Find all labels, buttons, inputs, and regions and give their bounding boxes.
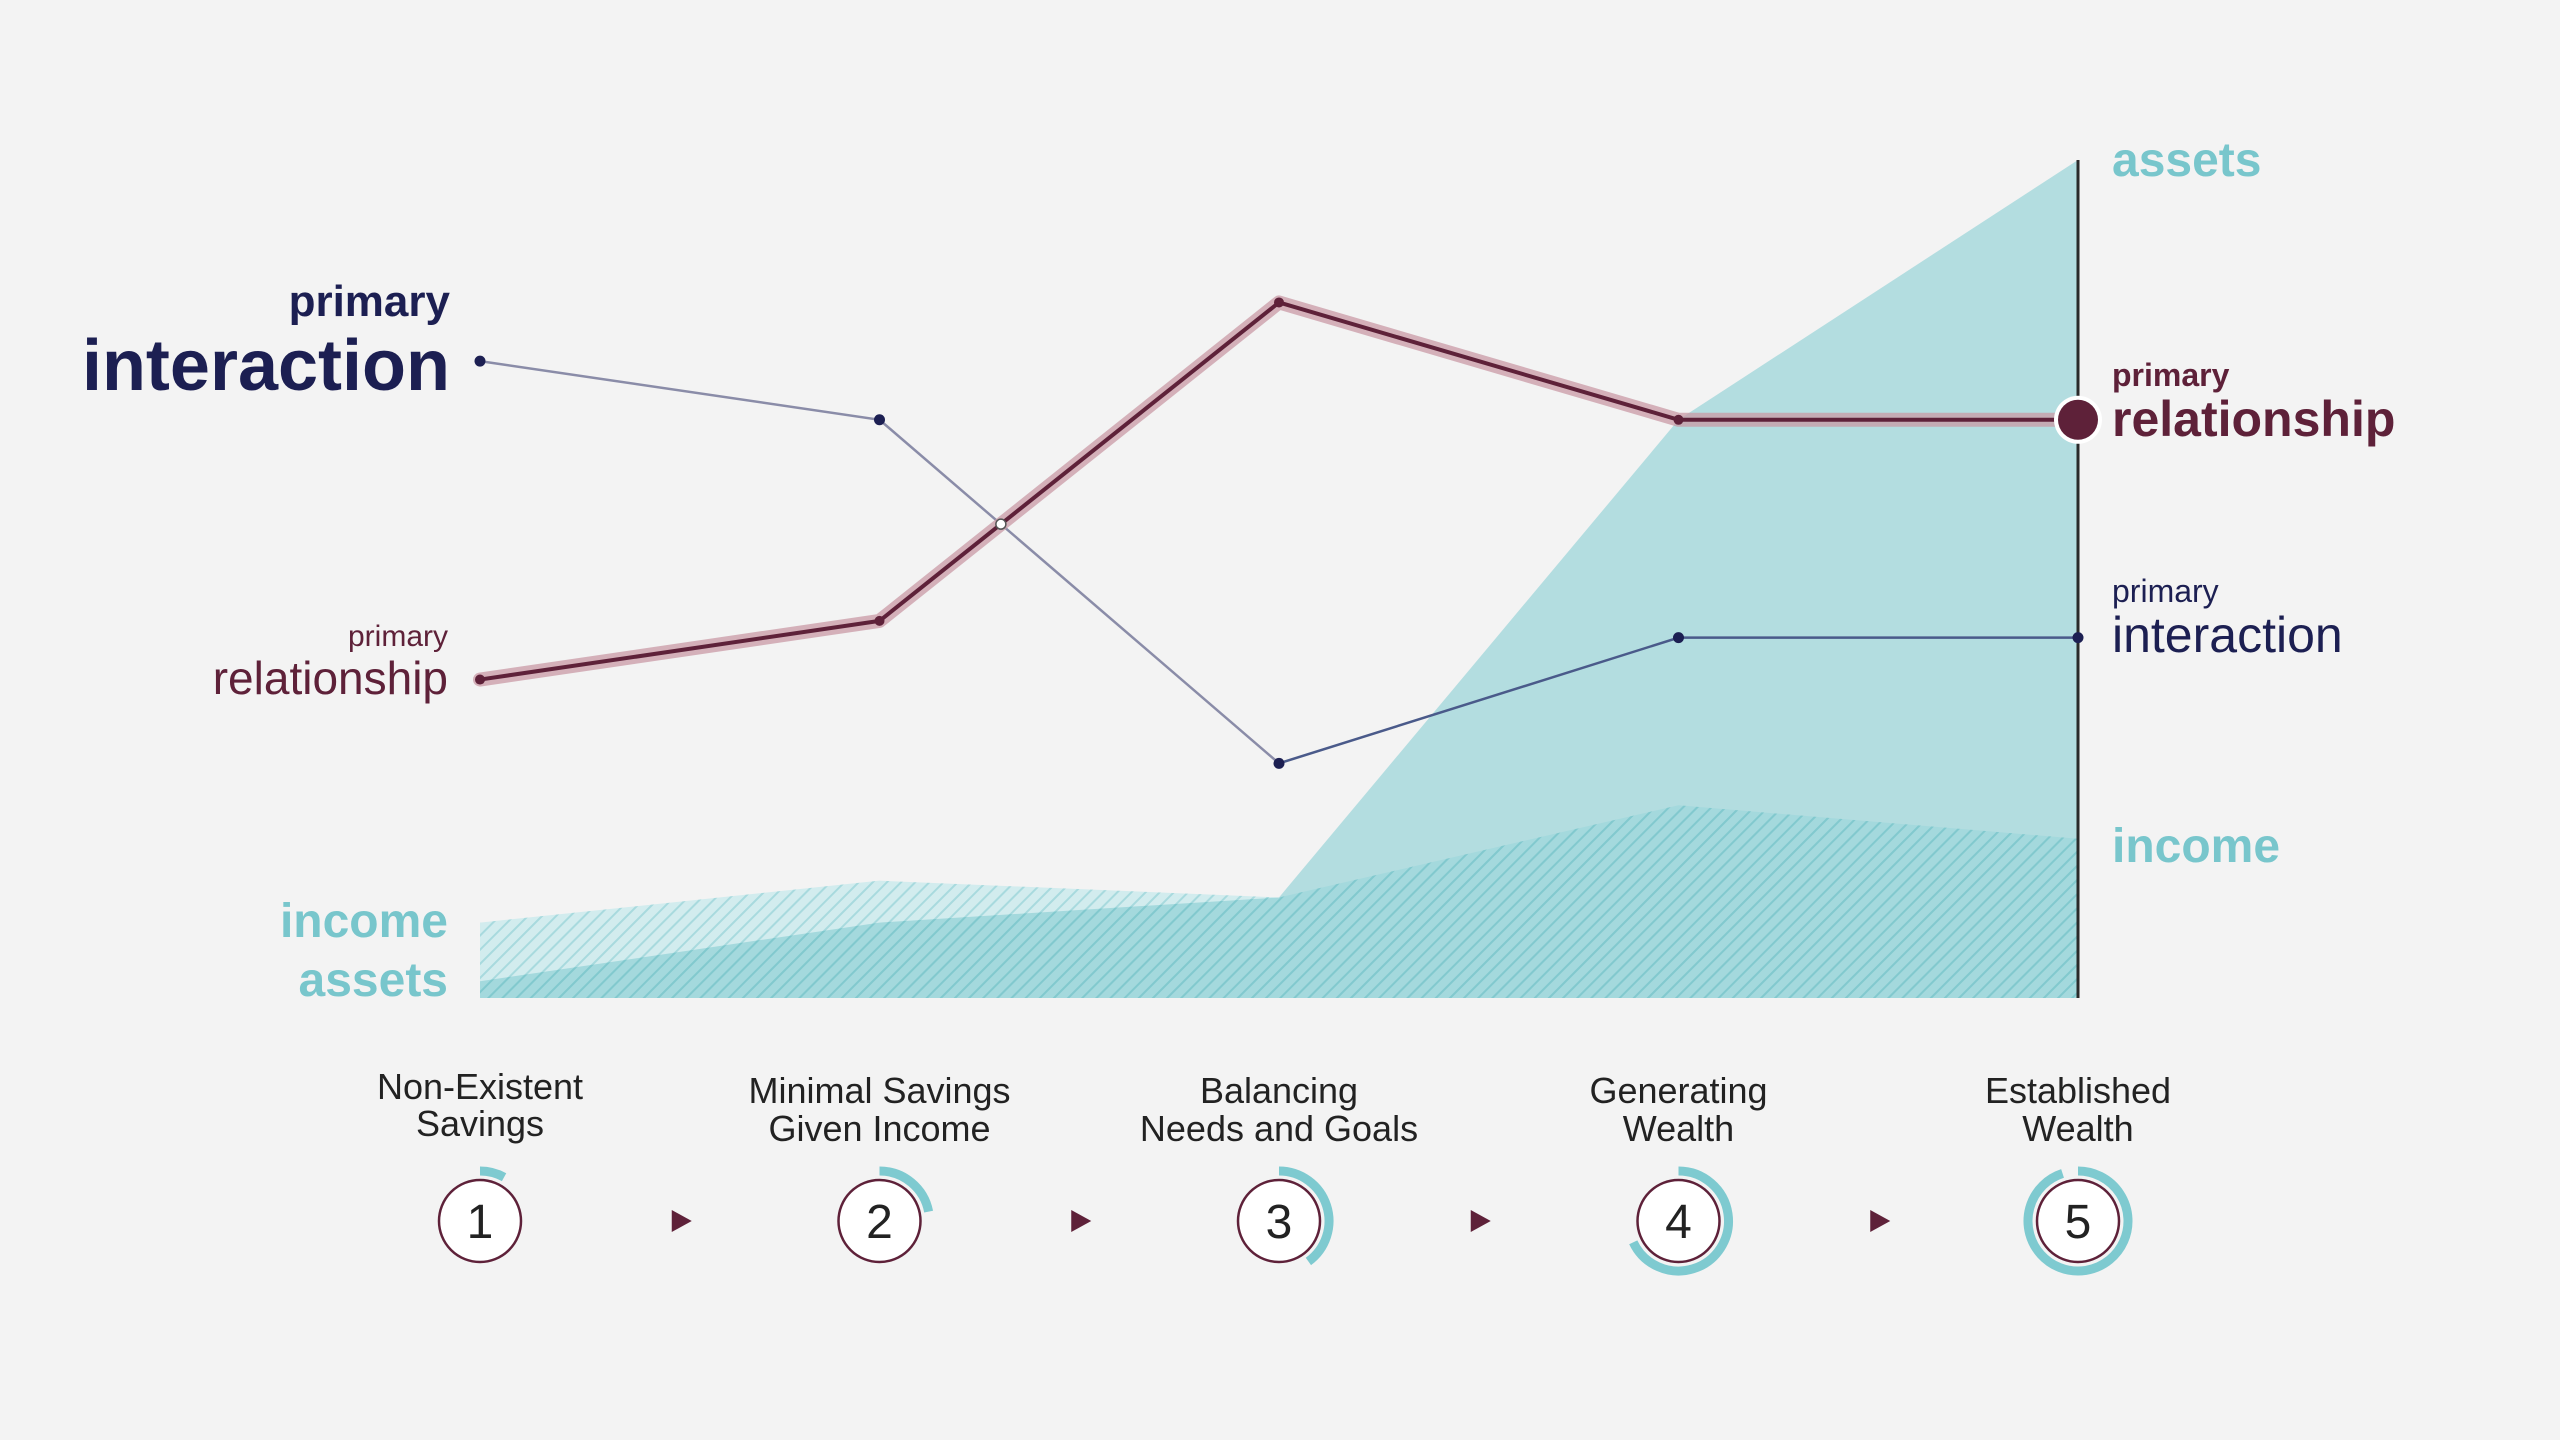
interaction-point: [1273, 757, 1285, 769]
income-assets-overlap: [480, 805, 2078, 998]
stage-progress-arc: [1278, 1166, 1334, 1266]
stage-number-circle: [1236, 1178, 1322, 1264]
relationship-end-marker: [2058, 399, 2098, 440]
left-interaction-small: primary: [289, 277, 451, 326]
stage-label-line1: Minimal Savings: [748, 1070, 1010, 1111]
interaction-point: [874, 414, 885, 426]
stage-label-line2: Given Income: [768, 1108, 990, 1149]
right-interaction-big: interaction: [2112, 607, 2343, 663]
stage-arrow-icon: [1071, 1210, 1092, 1232]
right-relationship-big: relationship: [2112, 391, 2395, 447]
stage-label-line1: Established: [1985, 1070, 2171, 1111]
right-assets-label: assets: [2112, 134, 2261, 187]
stage-label-line2: Wealth: [1623, 1108, 1734, 1149]
right-interaction-small: primary: [2112, 573, 2219, 609]
stage-label-line1: Generating: [1589, 1070, 1767, 1111]
stage-arrow-icon: [1470, 1210, 1491, 1232]
stage-progress-arc: [479, 1166, 507, 1182]
stage-number: 5: [2065, 1196, 2092, 1249]
stage-arrow-icon: [1870, 1210, 1891, 1232]
interaction-point: [474, 355, 486, 367]
stage-label-line2: Needs and Goals: [1140, 1108, 1418, 1149]
stage-number: 1: [467, 1196, 494, 1249]
stage-label-line2: Wealth: [2022, 1108, 2133, 1149]
left-interaction-big: interaction: [82, 326, 450, 406]
stage-number-circle: [1636, 1178, 1721, 1264]
interaction-point: [1673, 632, 1684, 644]
stage-progress-arc: [2023, 1166, 2133, 1276]
stage-label-line1: Non-Existent: [377, 1066, 583, 1107]
stage-label-line2: Savings: [416, 1103, 544, 1144]
stage-number: 2: [866, 1196, 893, 1249]
relationship-point: [475, 674, 485, 685]
stage-number: 4: [1665, 1196, 1692, 1249]
right-income-label: income: [2112, 820, 2280, 873]
relationship-point: [874, 615, 885, 626]
line-layer: [473, 295, 2102, 769]
interaction-point: [2072, 632, 2084, 644]
left-relationship-big: relationship: [213, 652, 448, 704]
stage-number-circle: [437, 1178, 523, 1264]
stage-progress-arc: [1629, 1166, 1733, 1276]
left-income-label: income: [280, 895, 448, 948]
stage-arrow-icon: [671, 1210, 692, 1232]
left-relationship-small: primary: [348, 620, 448, 653]
stage-number-circle: [2035, 1178, 2121, 1264]
stage-label-line1: Balancing: [1200, 1070, 1358, 1111]
left-assets-label: assets: [299, 954, 448, 1007]
area-layer: [480, 160, 2078, 998]
relationship-point: [1673, 414, 1684, 425]
label-layer: primary interaction primary relationship…: [82, 134, 2395, 1007]
stage-number: 3: [1266, 1196, 1293, 1249]
assets-area: [480, 160, 2078, 998]
crossing-point: [995, 518, 1007, 530]
relationship-point: [1274, 297, 1284, 308]
stage-number-circle: [837, 1178, 922, 1264]
stage-progress-arc: [879, 1166, 934, 1213]
right-relationship-small: primary: [2112, 357, 2230, 393]
